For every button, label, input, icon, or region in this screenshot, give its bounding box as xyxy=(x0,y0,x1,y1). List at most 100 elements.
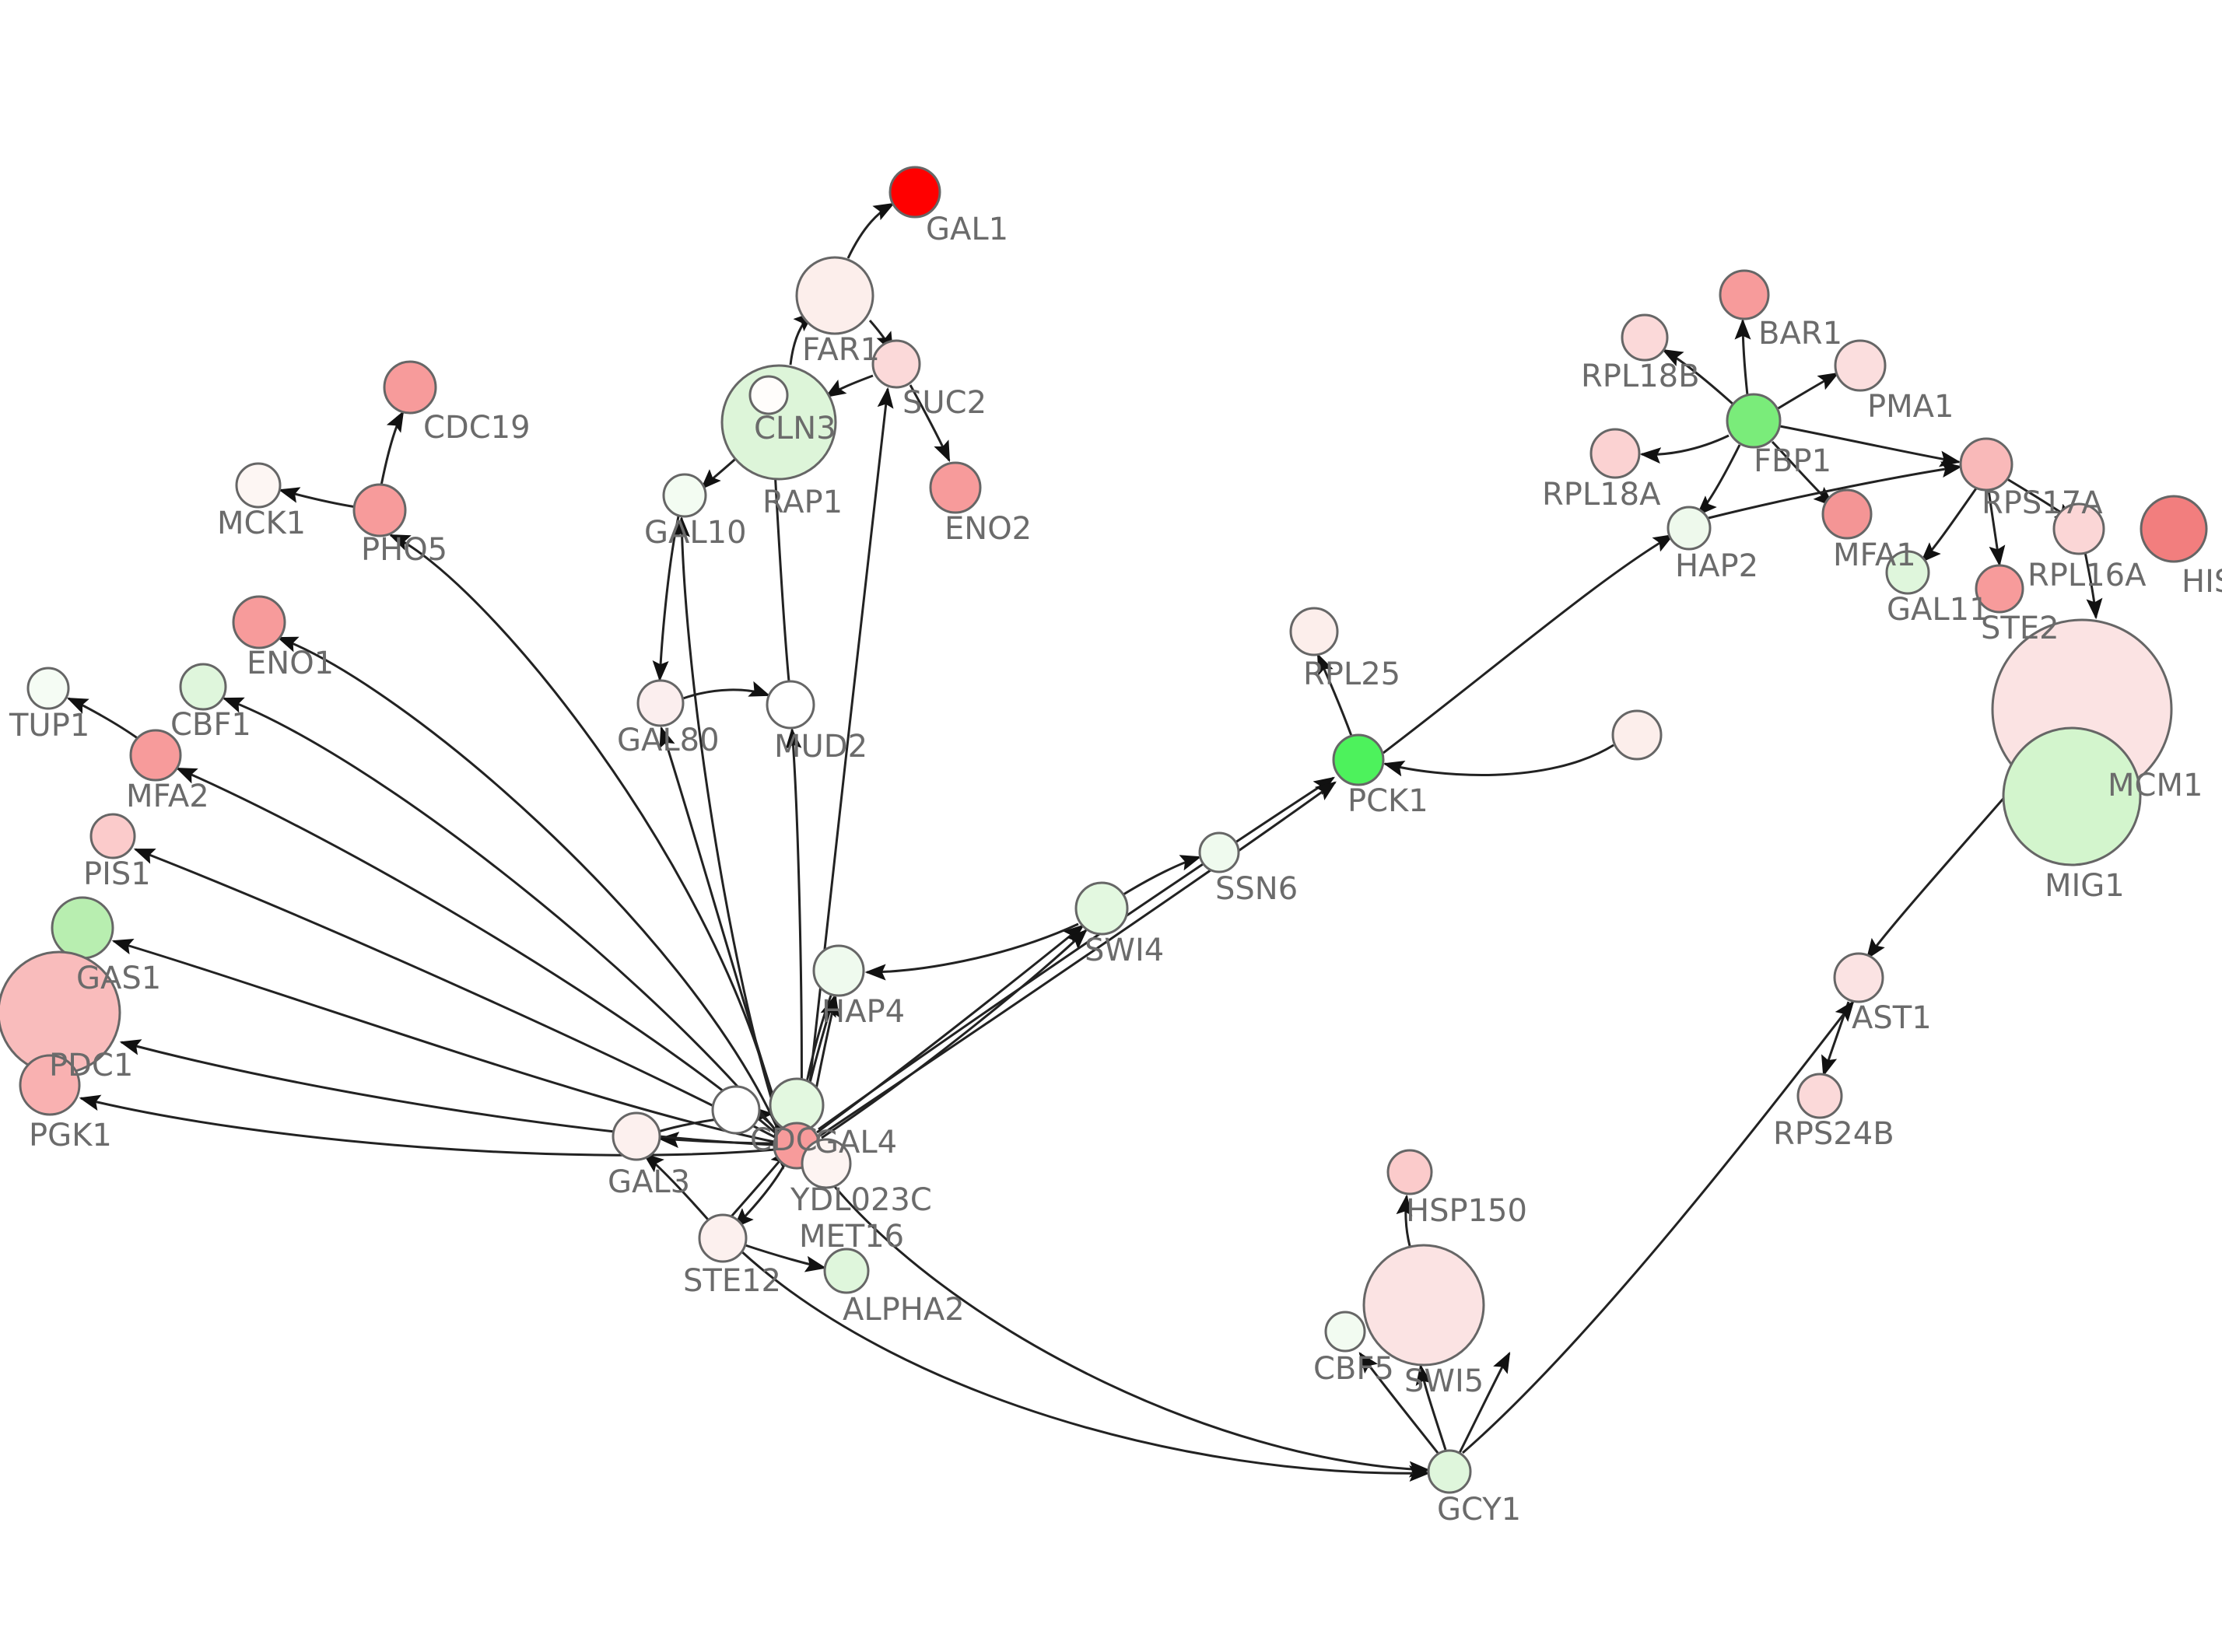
node-rpl18b[interactable] xyxy=(1621,313,1669,362)
node-cbf5[interactable] xyxy=(1324,1311,1366,1353)
node-label-cdc: CDC xyxy=(750,1122,818,1158)
node-pgk1[interactable] xyxy=(19,1054,81,1116)
edge-HAP2-to-RPS17A xyxy=(1708,461,1963,520)
edge-SUC2-to-ENO2 xyxy=(909,384,951,463)
node-ste12[interactable] xyxy=(698,1213,748,1263)
edge-MCM1-to-AST1 xyxy=(1866,775,2024,960)
node-suc2[interactable] xyxy=(871,339,921,389)
node-tup1[interactable] xyxy=(26,667,70,710)
node-eno2[interactable] xyxy=(929,461,982,514)
edge-MFA2-to-TUP1 xyxy=(66,697,139,740)
node-label-rpl18b: RPL18B xyxy=(1581,359,1700,394)
node-rpl18a[interactable] xyxy=(1589,428,1641,479)
edge-FBP1-to-BAR1 xyxy=(1734,318,1751,396)
node-label-far1: FAR1 xyxy=(802,332,880,368)
edge-GAL4-to-PGK1 xyxy=(79,1094,776,1157)
node-label-hsp150: HSP150 xyxy=(1406,1193,1527,1229)
node-label-gal4: GAL4 xyxy=(815,1125,897,1160)
node-ste2[interactable] xyxy=(1975,564,2024,614)
edge-FBP1-to-PMA1 xyxy=(1776,372,1840,411)
node-hap4[interactable] xyxy=(812,944,865,997)
node-gal10[interactable] xyxy=(662,473,707,518)
node-label-swi5: SWI5 xyxy=(1404,1363,1484,1399)
node-label-fbp1: FBP1 xyxy=(1754,443,1831,479)
node-pma1[interactable] xyxy=(1834,339,1887,392)
edge-GAL4-to-PDC1 xyxy=(119,1039,775,1146)
edge-FBP1-to-HAP2 xyxy=(1696,444,1741,516)
node-label-his4: HIS4 xyxy=(2182,564,2222,600)
edge-GAL4-to-PCK1 xyxy=(818,776,1336,1131)
node-cdc19[interactable] xyxy=(383,360,437,415)
edge-RPS17A-to-GAL11 xyxy=(1920,488,1978,563)
node-bar1[interactable] xyxy=(1719,269,1770,320)
edge-GAL4-to-MFA2 xyxy=(175,767,776,1134)
node-label-hap2: HAP2 xyxy=(1675,548,1758,584)
node-gal11[interactable] xyxy=(1885,550,1930,595)
node-mud2[interactable] xyxy=(766,680,815,730)
edge-GCY1-to-SWI5 xyxy=(1415,1363,1447,1451)
node-gal1[interactable] xyxy=(888,166,941,219)
node-ast1[interactable] xyxy=(1833,952,1884,1003)
node-fbp1[interactable] xyxy=(1726,393,1782,449)
node-ssn6[interactable] xyxy=(1198,831,1240,873)
node-gcy1[interactable] xyxy=(1427,1449,1472,1494)
node-label-swi4: SWI4 xyxy=(1085,933,1164,968)
edge-GAL4-to-CBF1 xyxy=(222,697,776,1130)
node-label-alpha2: ALPHA2 xyxy=(843,1292,965,1328)
edge-SWI4-to-SSN6 xyxy=(1123,855,1202,896)
nodes-layer xyxy=(0,166,2208,1494)
node-mfa2[interactable] xyxy=(129,729,182,782)
node-pis1[interactable] xyxy=(89,813,136,859)
node-far1[interactable] xyxy=(795,256,874,335)
node-alpha2[interactable] xyxy=(823,1248,870,1294)
node-swi5[interactable] xyxy=(1362,1244,1485,1367)
node-mfa1[interactable] xyxy=(1821,488,1873,540)
node-label-met16: MET16 xyxy=(799,1219,904,1255)
node-eno1[interactable] xyxy=(232,595,286,649)
node-label-bar1: BAR1 xyxy=(1758,316,1842,352)
node-label-pgk1: PGK1 xyxy=(29,1118,112,1153)
labels-layer: GAL1 FAR1 BAR1 RPL18B PMA1 CDC19 SUC2 CLN3 FBP1 R… xyxy=(9,212,2222,1528)
node-rps24b[interactable] xyxy=(1796,1073,1843,1119)
node-his4[interactable] xyxy=(2140,495,2208,563)
edge-PCK1-to-RPL25 xyxy=(1316,653,1353,737)
node-gal3[interactable] xyxy=(612,1111,661,1161)
edge-GAL4-to-PCK1b xyxy=(819,781,1337,1137)
node-mig1[interactable] xyxy=(2002,726,2142,866)
edge-SUC2-to-CLN3 xyxy=(824,374,874,398)
node-pck1[interactable] xyxy=(1332,733,1385,786)
node-rpl16a[interactable] xyxy=(2052,502,2105,555)
node-ast1_up[interactable] xyxy=(1611,709,1663,761)
edge-STE12-to-GCY1 xyxy=(739,1249,1431,1482)
node-hap2[interactable] xyxy=(1666,506,1712,551)
node-gal80[interactable] xyxy=(636,679,685,727)
node-label-pho5: PHO5 xyxy=(361,532,447,568)
edge-PCK1-to-HAP2_long xyxy=(1383,534,1675,754)
node-mck1[interactable] xyxy=(235,462,282,509)
node-label-mig1: MIG1 xyxy=(2045,868,2125,904)
edge-SWI4-to-HAP4 xyxy=(864,922,1079,981)
node-cdc[interactable] xyxy=(711,1085,761,1135)
node-label-mck1: MCK1 xyxy=(217,506,306,541)
edge-RPS17A-to-STE2 xyxy=(1987,489,2006,567)
node-rpl25[interactable] xyxy=(1289,607,1339,656)
node-pho5[interactable] xyxy=(352,483,407,537)
edge-GAL4-to-PHO5 xyxy=(388,534,780,1124)
node-label-eno2: ENO2 xyxy=(945,511,1032,547)
node-label-ste2: STE2 xyxy=(1981,611,2059,646)
node-label-pis1: PIS1 xyxy=(83,856,151,892)
node-label-mfa2: MFA2 xyxy=(126,779,209,814)
node-rps17a[interactable] xyxy=(1959,437,2013,492)
node-label-rps17a: RPS17A xyxy=(1982,485,2103,521)
edge-GAL4-to-STE12 xyxy=(733,1164,786,1229)
node-ydl023c[interactable] xyxy=(801,1138,852,1189)
node-hsp150[interactable] xyxy=(1386,1149,1433,1195)
node-cbf1[interactable] xyxy=(179,663,227,711)
edges-layer xyxy=(66,202,2103,1482)
edge-GAL4-to-GAS1 xyxy=(111,938,775,1143)
node-swi4[interactable] xyxy=(1074,881,1129,936)
node-gas1[interactable] xyxy=(51,896,114,960)
node-rap1[interactable] xyxy=(748,375,789,415)
node-label-cbf1: CBF1 xyxy=(170,707,251,743)
